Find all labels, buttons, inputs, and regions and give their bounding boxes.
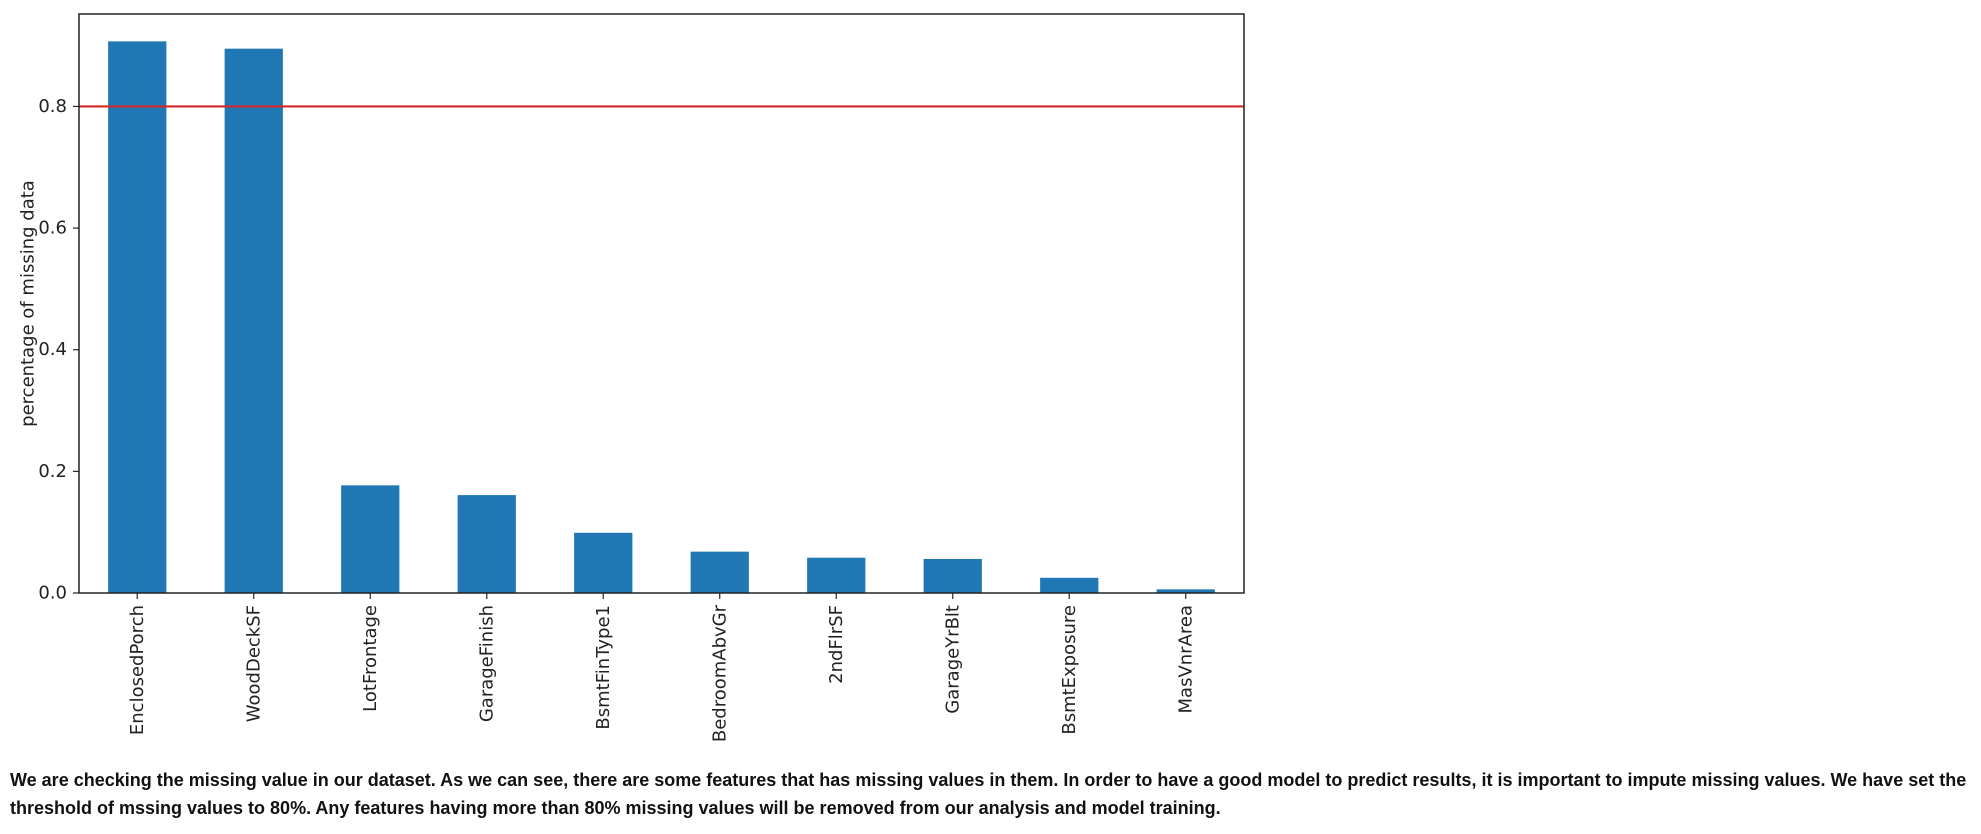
x-tick-label-BedroomAbvGr: BedroomAbvGr — [709, 604, 730, 742]
x-tick-label-MasVnrArea: MasVnrArea — [1175, 605, 1196, 713]
x-tick-label-BsmtFinType1: BsmtFinType1 — [593, 605, 614, 730]
bar-BsmtExposure — [1040, 577, 1099, 593]
bars-group — [108, 41, 1215, 594]
x-tick-label-2ndFlrSF: 2ndFlrSF — [826, 605, 847, 684]
bar-WoodDeckSF — [224, 48, 283, 594]
missing-data-bar-chart: 0.0 0.2 0.4 0.6 0.8 EnclosedPorch WoodDeckSF L… — [18, 13, 1245, 742]
y-axis: 0.0 0.2 0.4 0.6 0.8 — [38, 96, 79, 604]
bar-EnclosedPorch — [108, 41, 167, 593]
x-tick-label-BsmtExposure: BsmtExposure — [1059, 605, 1080, 735]
y-axis-title: percentage of missing data — [18, 180, 39, 427]
y-tick-label-0.8: 0.8 — [38, 96, 67, 117]
bar-BedroomAbvGr — [690, 551, 749, 593]
x-tick-label-GarageYrBlt: GarageYrBlt — [942, 605, 963, 714]
x-axis: EnclosedPorch WoodDeckSF LotFrontage Garage… — [127, 593, 1196, 742]
bar-MasVnrArea — [1156, 589, 1215, 593]
y-tick-label-0.4: 0.4 — [38, 339, 67, 360]
bar-BsmtFinType1 — [574, 532, 633, 593]
caption-text: We are checking the missing value in our… — [10, 770, 1967, 818]
bar-GarageFinish — [457, 495, 516, 593]
bar-2ndFlrSF — [807, 557, 866, 593]
y-tick-label-0.0: 0.0 — [38, 583, 67, 604]
bar-LotFrontage — [341, 485, 400, 593]
y-tick-label-0.6: 0.6 — [38, 218, 67, 239]
x-tick-label-GarageFinish: GarageFinish — [476, 605, 497, 722]
bar-GarageYrBlt — [923, 558, 982, 593]
x-tick-label-EnclosedPorch: EnclosedPorch — [127, 605, 148, 735]
y-tick-label-0.2: 0.2 — [38, 461, 67, 482]
x-tick-label-LotFrontage: LotFrontage — [360, 605, 381, 712]
x-tick-label-WoodDeckSF: WoodDeckSF — [243, 605, 264, 722]
plot-frame — [78, 13, 1245, 594]
